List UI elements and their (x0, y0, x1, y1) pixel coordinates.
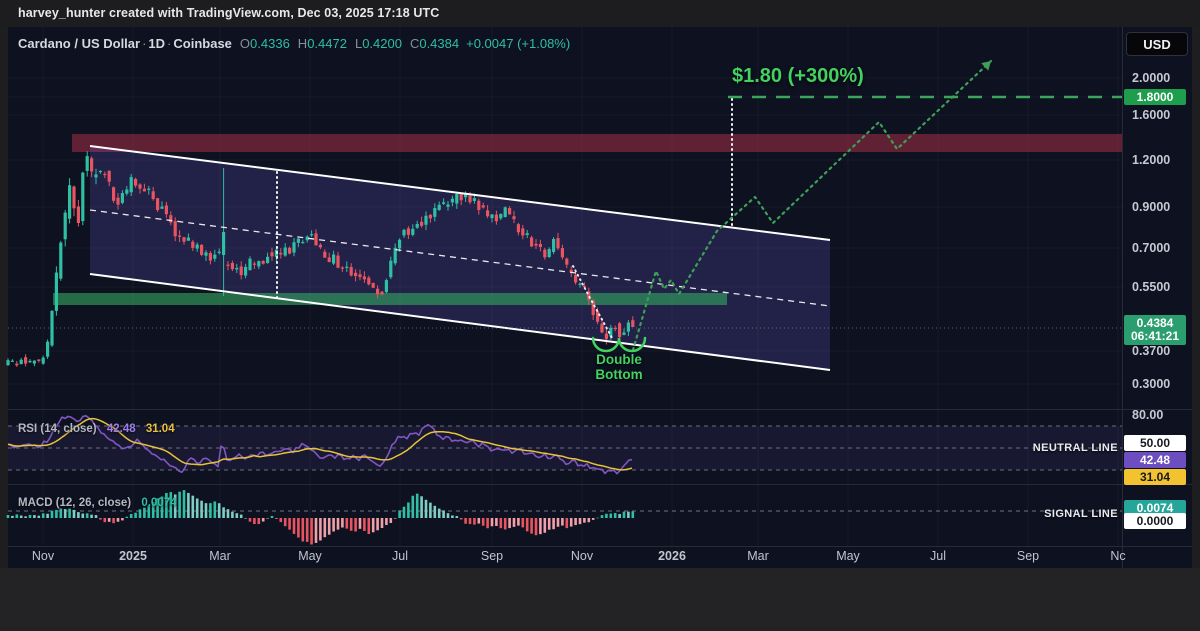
time-axis-label: Sep (480, 549, 504, 563)
high-value: 0.4472 (307, 36, 347, 51)
time-axis-label: Jul (392, 549, 408, 563)
signal-line-label: SIGNAL LINE (1044, 508, 1118, 520)
currency-toggle-button[interactable]: USD (1126, 32, 1188, 56)
price-axis-label: 0.7000 (1132, 241, 1171, 255)
symbol-header[interactable]: Cardano / US Dollar · 1D · Coinbase O0.4336 H0… (18, 36, 570, 51)
indicator-axis-badge: 31.04 (1124, 469, 1186, 485)
price-axis-label: 0.3700 (1132, 344, 1171, 358)
double-bottom-annotation[interactable]: Double Bottom (595, 352, 642, 382)
pane-separators (8, 27, 1192, 568)
separator: · (142, 36, 147, 51)
attribution-text: harvey_hunter created with TradingView.c… (18, 6, 440, 20)
support-zone[interactable] (53, 293, 727, 305)
time-axis-label: Mar (747, 549, 769, 563)
last-price-axis-badge: 0.4384 06:41:21 (1124, 315, 1186, 345)
time-axis-label: 2026 (658, 549, 686, 563)
price-target-annotation[interactable]: $1.80 (+300%) (732, 65, 864, 87)
separator2: · (167, 36, 172, 51)
price-axis-label: 80.00 (1132, 408, 1164, 422)
time-axis-label: Jul (930, 549, 946, 563)
low-value: 0.4200 (362, 36, 402, 51)
macd-label: MACD (12, 26, close) (18, 497, 132, 509)
indicator-axis-badge: 0.0000 (1124, 513, 1186, 529)
time-axis-label: Nov (570, 549, 594, 563)
footer-bar: TradingView (0, 568, 1200, 631)
double-bottom-arcs[interactable] (591, 336, 647, 353)
entry-dotted-path[interactable] (572, 265, 613, 339)
high-label: H (297, 36, 308, 51)
rsi-value: 42.48 (106, 423, 136, 435)
rsi-indicator-header[interactable]: RSI (14, close) 42.48 31.04 (18, 423, 175, 435)
indicator-axis-badge: 42.48 (1124, 452, 1186, 468)
interval-label: 1D (148, 36, 166, 51)
close-label: C (409, 36, 420, 51)
rsi-label: RSI (14, close) (18, 423, 97, 435)
grid-lines (8, 27, 1122, 546)
projection-arrow[interactable] (631, 59, 993, 352)
neutral-line-label: NEUTRAL LINE (1032, 442, 1118, 454)
candles-layer (6, 151, 635, 367)
time-axis-label: Nc (1110, 549, 1126, 563)
time-axis-label: Mar (209, 549, 231, 563)
time-axis-label: Nov (31, 549, 55, 563)
attribution-bar: harvey_hunter created with TradingView.c… (0, 0, 1200, 27)
time-axis-label: May (298, 549, 322, 563)
open-label: O (239, 36, 251, 51)
channel-lines[interactable] (89, 145, 831, 371)
price-axis-label: 0.9000 (1132, 200, 1171, 214)
macd-pane (6, 490, 1122, 545)
exchange-label: Coinbase (173, 36, 232, 51)
indicator-axis-badge: 0.0074 (1124, 500, 1186, 516)
target-price-axis-badge: 1.8000 (1124, 89, 1186, 105)
indicator-axis-badge: 50.00 (1124, 435, 1186, 451)
price-axis-label: 1.2000 (1132, 153, 1171, 167)
resistance-zone[interactable] (72, 134, 1122, 152)
low-label: L (354, 36, 363, 51)
rsi-ma-value: 31.04 (145, 423, 175, 435)
time-axis-label: Sep (1016, 549, 1040, 563)
target-price-line[interactable] (728, 95, 1122, 230)
macd-value: 0.0074 (141, 497, 177, 509)
double-bottom-line1: Double (596, 352, 642, 367)
open-value: 0.4336 (250, 36, 290, 51)
rsi-pane (7, 414, 1122, 475)
time-axis-label: May (836, 549, 860, 563)
price-axis-label: 0.3000 (1132, 377, 1171, 391)
double-bottom-line2: Bottom (595, 367, 643, 382)
symbol-title: Cardano / US Dollar (18, 36, 141, 51)
price-axis-label: 1.6000 (1132, 108, 1171, 122)
macd-indicator-header[interactable]: MACD (12, 26, close) 0.0074 (18, 497, 177, 509)
time-axis-label: 2025 (119, 549, 147, 563)
price-axis-label: 2.0000 (1132, 71, 1171, 85)
descending-channel[interactable] (90, 146, 830, 370)
close-value: 0.4384 (419, 36, 460, 51)
change-value: +0.0047 (+1.08%) (466, 36, 571, 51)
price-axis-label: 0.5500 (1132, 280, 1171, 294)
